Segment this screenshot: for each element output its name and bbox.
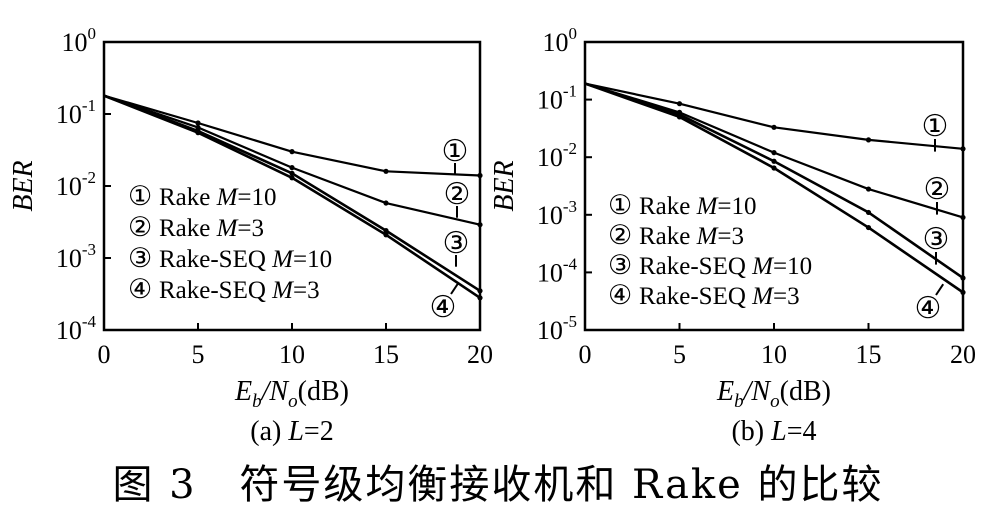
x-tick-label: 0 <box>579 340 592 369</box>
data-point <box>195 120 201 126</box>
data-point <box>383 232 389 238</box>
series-marker-label: ① <box>442 135 469 168</box>
series-marker-label: ① <box>922 110 949 143</box>
y-tick-label: 10-1 <box>537 82 577 115</box>
y-tick-label: 10-1 <box>56 96 96 129</box>
x-tick-label: 5 <box>673 340 686 369</box>
series-marker-label: ③ <box>443 227 470 260</box>
y-axis-label: BER <box>489 160 520 211</box>
series-marker-label: ④ <box>430 291 457 324</box>
series-marker-label: ③ <box>923 223 950 256</box>
x-axis-label: Eb/No(dB) <box>234 376 349 412</box>
figure-caption: 图 3 符号级均衡接收机和 Rake 的比较 <box>0 452 996 510</box>
data-point <box>960 289 966 295</box>
y-tick-label: 10-2 <box>537 139 577 172</box>
x-tick-label: 20 <box>467 340 493 369</box>
x-tick-label: 20 <box>950 340 976 369</box>
data-point <box>477 288 483 294</box>
x-tick-label: 10 <box>279 340 305 369</box>
data-point <box>289 149 295 155</box>
y-tick-label: 10-4 <box>56 312 97 345</box>
legend-entry: ② Rake M=3 <box>608 220 744 250</box>
panel-label: (b) L=4 <box>731 416 816 447</box>
legend-entry: ③ Rake-SEQ M=10 <box>128 243 332 273</box>
x-tick-label: 15 <box>856 340 882 369</box>
data-point <box>771 124 777 130</box>
legend-entry: ④ Rake-SEQ M=3 <box>608 280 800 310</box>
series-leader-line <box>450 282 460 295</box>
series-line-1 <box>584 82 964 150</box>
x-tick-label: 0 <box>98 340 111 369</box>
y-tick-label: 10-2 <box>56 168 96 201</box>
x-tick-label: 15 <box>373 340 399 369</box>
y-tick-label: 10-4 <box>537 254 578 287</box>
y-tick-label: 100 <box>62 24 97 57</box>
data-point <box>477 295 483 301</box>
legend-entry: ② Rake M=3 <box>128 212 264 242</box>
data-point <box>383 200 389 206</box>
data-point <box>289 170 295 176</box>
data-point <box>289 175 295 181</box>
legend-entry: ④ Rake-SEQ M=3 <box>128 274 320 304</box>
chart-panel-a: 0 5 10 15 20 100 10-1 10-2 10-3 10-4 BER Eb/No(dB) (… <box>8 24 493 447</box>
y-tick-label: 100 <box>543 24 578 57</box>
chart-panel-b: 0 5 10 15 20 100 10-1 10-2 10-3 10-4 10-5 BER Eb/No(… <box>489 24 976 447</box>
figure-caption-label: 图 3 <box>112 462 197 508</box>
data-point <box>960 146 966 152</box>
data-point <box>771 150 777 156</box>
panel-label: (a) L=2 <box>250 416 333 447</box>
data-point <box>383 168 389 174</box>
data-point <box>771 158 777 164</box>
data-point <box>771 165 777 171</box>
data-point <box>865 224 872 231</box>
data-point <box>477 172 483 179</box>
legend-entry: ③ Rake-SEQ M=10 <box>608 250 812 280</box>
figure-caption-text: 符号级均衡接收机和 Rake 的比较 <box>239 462 884 508</box>
series-line-1 <box>103 94 481 177</box>
x-tick-label: 10 <box>761 340 787 369</box>
y-axis-label: BER <box>8 160 39 211</box>
y-tick-label: 10-3 <box>56 240 96 273</box>
data-point <box>865 186 872 192</box>
data-point <box>195 130 201 136</box>
y-tick-label: 10-5 <box>537 312 577 345</box>
data-point <box>960 275 966 281</box>
legend-entry: ① Rake M=10 <box>128 181 277 211</box>
data-point <box>383 228 389 234</box>
data-point <box>676 114 683 120</box>
series-marker-label: ④ <box>915 292 942 325</box>
data-point <box>477 222 483 228</box>
data-point <box>960 214 966 221</box>
series-marker-label: ② <box>444 178 471 211</box>
series-leader-line <box>935 283 945 296</box>
data-point <box>865 137 872 143</box>
data-point <box>195 124 201 131</box>
x-axis-label: Eb/No(dB) <box>716 376 831 412</box>
x-tick-label: 5 <box>192 340 205 369</box>
legend-entry: ① Rake M=10 <box>608 190 757 220</box>
data-point <box>676 101 683 107</box>
data-point <box>289 165 295 171</box>
series-marker-label: ② <box>924 173 951 206</box>
data-point <box>865 209 872 216</box>
y-tick-label: 10-3 <box>537 197 577 230</box>
